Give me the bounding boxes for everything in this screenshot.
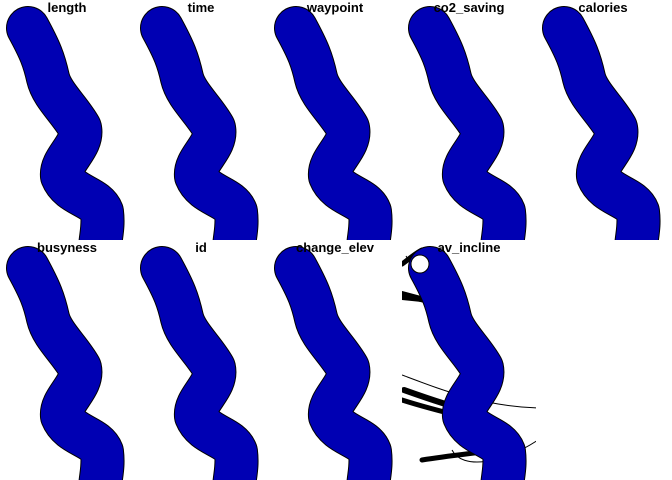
panel-title: av_incline: [437, 240, 501, 255]
panel-title: length: [47, 0, 87, 15]
route-line: [543, 7, 660, 240]
street-line: [402, 296, 424, 302]
map-canvas: [402, 246, 536, 480]
map-panel: av_incline: [402, 240, 536, 480]
map-panel: time: [134, 0, 268, 240]
map-panel: length: [0, 0, 134, 240]
route-line: [7, 247, 124, 480]
panel-title: co2_saving: [433, 0, 505, 15]
map-canvas: [274, 6, 393, 240]
map-canvas: [6, 246, 125, 480]
map-panel: waypoint: [268, 0, 402, 240]
map-canvas: [408, 6, 527, 240]
map-panel: busyness: [0, 240, 134, 480]
map-panel: id: [134, 240, 268, 480]
panel-title: calories: [578, 0, 628, 15]
panel-title: waypoint: [306, 0, 364, 15]
route-line: [7, 7, 124, 240]
map-hole: [410, 254, 430, 274]
route-line: [275, 247, 392, 480]
map-panel: co2_saving: [402, 0, 536, 240]
map-panel: calories: [536, 0, 670, 240]
map-canvas: [140, 6, 259, 240]
panel-title: id: [195, 240, 207, 255]
route-line: [409, 247, 526, 480]
map-canvas: [274, 246, 393, 480]
route-line: [141, 7, 258, 240]
route-line: [409, 7, 526, 240]
map-canvas: [140, 246, 259, 480]
map-canvas: [6, 6, 125, 240]
route-line: [275, 7, 392, 240]
map-panel: change_elev: [268, 240, 402, 480]
panel-title: time: [187, 0, 215, 15]
panel-title: busyness: [37, 240, 97, 255]
map-canvas: [542, 6, 661, 240]
route-line: [141, 247, 258, 480]
panel-title: change_elev: [295, 240, 375, 255]
